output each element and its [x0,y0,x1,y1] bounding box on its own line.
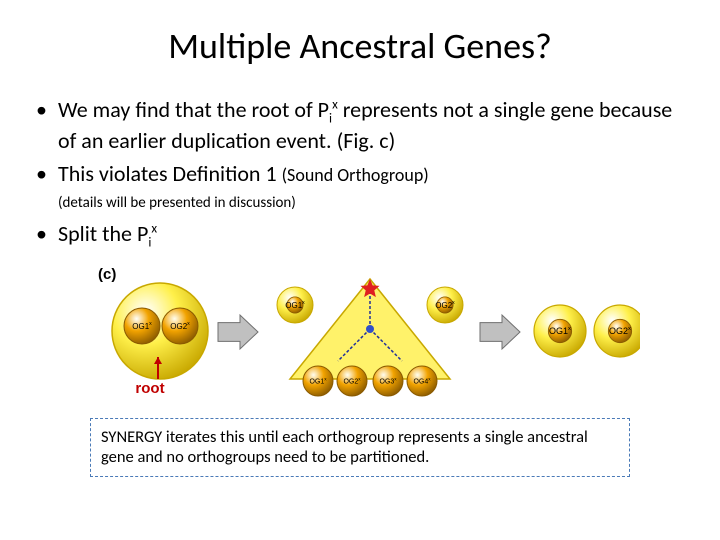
bullet-2-detail: (details will be presented in discussion… [58,194,684,212]
svg-text:OG2x: OG2x [609,326,631,336]
svg-text:(c): (c) [98,266,116,283]
bullet-2-pre: This violates Definition 1 [58,160,282,187]
figure-container: (c)OG1xOG2xrootOG1xOG2xOG1xOG2xOG3xOG4xO… [36,261,684,406]
callout-box: SYNERGY iterates this until each orthogr… [90,418,630,477]
slide: Multiple Ancestral Genes? We may find th… [0,0,720,540]
bullet-1-pre: We may find that the root of P [58,96,329,123]
bullet-3-pre: Split the P [58,220,148,247]
bullet-list: We may find that the root of Pix represe… [36,96,684,188]
bullet-2-paren: (Sound Orthogroup) [282,164,429,186]
bullet-1: We may find that the root of Pix represe… [36,96,684,154]
figure-c: (c)OG1xOG2xrootOG1xOG2xOG1xOG2xOG3xOG4xO… [80,261,640,406]
svg-text:root: root [135,380,164,397]
bullet-3-sup: x [151,220,157,237]
page-title: Multiple Ancestral Genes? [36,24,684,68]
bullet-2: This violates Definition 1 (Sound Orthog… [36,160,684,188]
bullet-3: Split the Pix [36,220,684,251]
svg-text:OG1x: OG1x [549,326,571,336]
bullet-list-2: Split the Pix [36,220,684,251]
